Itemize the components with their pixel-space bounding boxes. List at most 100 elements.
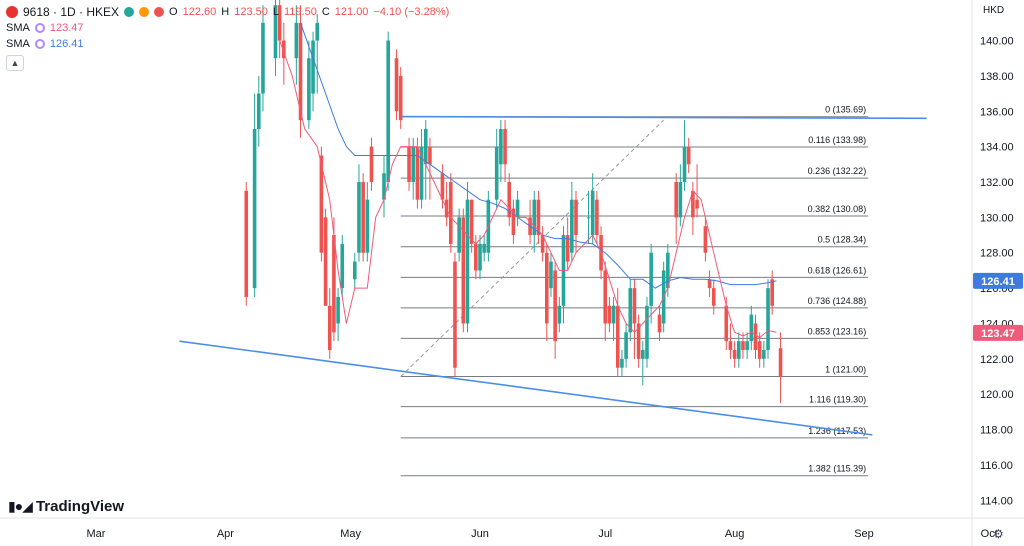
sma-slow-value: 126.41	[49, 38, 84, 50]
candle-body	[649, 252, 653, 306]
candle-body	[323, 217, 328, 306]
candle-body	[762, 350, 766, 359]
indicator-settings-icon[interactable]	[34, 39, 45, 49]
candle-body	[544, 252, 549, 324]
candle-body	[549, 261, 553, 289]
last-value-label: 126.41	[981, 276, 1015, 288]
price-tick-label: 138.00	[980, 71, 1014, 83]
candle-body	[252, 128, 257, 289]
time-tick-label: Sep	[854, 528, 874, 540]
candle-body	[461, 217, 466, 324]
candle-body	[611, 305, 616, 324]
fib-level-label: 0 (135.69)	[825, 105, 866, 115]
candle-body	[465, 199, 470, 324]
candle-body	[628, 288, 633, 333]
candle-body	[574, 199, 578, 236]
price-tick-label: 140.00	[980, 36, 1014, 48]
fib-level-label: 0.736 (124.88)	[808, 296, 867, 306]
sma-slow-line	[300, 22, 777, 289]
candle-body	[340, 243, 345, 289]
price-tick-label: 120.00	[980, 389, 1014, 401]
time-tick-label: Aug	[725, 528, 745, 540]
candle-body	[695, 199, 699, 209]
candle-body	[640, 350, 645, 359]
candle-body	[315, 22, 320, 41]
chevron-up-icon: ▲	[10, 58, 20, 68]
price-tick-label: 136.00	[980, 106, 1014, 118]
candle-body	[307, 58, 311, 121]
time-tick-label: Mar	[87, 528, 106, 540]
fib-level-label: 0.853 (123.16)	[808, 326, 867, 336]
price-axis: 114.00116.00118.00120.00122.00124.00126.…	[973, 36, 1023, 507]
candle-body	[411, 146, 416, 182]
candle-body	[736, 341, 741, 359]
candle-body	[327, 305, 332, 350]
candle-body	[615, 305, 620, 368]
candle-body	[369, 146, 374, 182]
candlestick-series	[244, 0, 783, 404]
candle-body	[469, 199, 474, 244]
candle-body	[482, 243, 486, 253]
candle-body	[636, 323, 641, 359]
candle-body	[282, 40, 286, 59]
indicator-settings-icon[interactable]	[34, 23, 45, 33]
candle-body	[778, 348, 783, 377]
candle-body	[311, 40, 315, 94]
candle-body	[624, 332, 628, 359]
candle-body	[595, 199, 599, 236]
candle-body	[357, 182, 361, 253]
brand-name: TradingView	[35, 498, 125, 515]
trendlines	[179, 115, 927, 436]
collapse-legend-button[interactable]: ▲	[6, 55, 24, 71]
candle-body	[277, 5, 282, 41]
delayed-data-icon	[139, 7, 150, 17]
fib-level-label: 1 (121.00)	[825, 365, 866, 375]
candle-body	[703, 226, 708, 253]
gear-icon[interactable]: ⚙	[993, 527, 1004, 541]
symbol-label[interactable]: 9618 · 1D · HKEX	[23, 5, 120, 19]
last-value-label: 123.47	[981, 328, 1015, 340]
currency-label: HKD	[983, 5, 1005, 16]
candle-body	[557, 305, 562, 324]
candle-body	[657, 314, 662, 333]
chart-legend: 9618 · 1D · HKEX O 122.60 H 123.50 L 119.50…	[6, 4, 449, 71]
candle-body	[332, 235, 336, 333]
last-value-badge	[973, 324, 1023, 341]
candle-body	[753, 323, 758, 350]
candle-body	[352, 261, 357, 280]
sma-lines	[279, 22, 777, 339]
trendline	[400, 115, 927, 120]
sma-slow-row[interactable]: SMA 126.41	[6, 36, 449, 52]
candle-body	[757, 341, 762, 359]
candle-body	[532, 199, 537, 236]
candle-body	[244, 190, 249, 297]
price-tick-label: 122.00	[980, 354, 1014, 366]
fib-level-label: 0.5 (128.34)	[818, 235, 867, 245]
symbol-logo-icon	[6, 6, 18, 18]
time-axis: Mar Apr May Jun Jul Aug Sep Oct	[87, 528, 998, 540]
candle-body	[749, 314, 754, 342]
symbol-row: 9618 · 1D · HKEX O 122.60 H 123.50 L 119.50…	[6, 4, 449, 20]
time-tick-label: Jun	[471, 528, 489, 540]
trendline	[179, 340, 873, 436]
candle-body	[423, 128, 428, 165]
candle-body	[590, 190, 595, 236]
candle-body	[536, 199, 541, 236]
candle-body	[448, 182, 453, 244]
candle-body	[440, 173, 445, 200]
candle-body	[741, 341, 745, 350]
candle-body	[728, 341, 733, 350]
sma-fast-row[interactable]: SMA 123.47	[6, 20, 449, 36]
candle-body	[361, 182, 365, 253]
candle-body	[770, 279, 774, 306]
candle-body	[724, 305, 729, 342]
candle-body	[691, 190, 695, 218]
candle-body	[745, 341, 749, 350]
candle-body	[298, 22, 303, 121]
tradingview-logo-icon: ▮●◢	[8, 498, 33, 514]
price-tick-label: 134.00	[980, 142, 1014, 154]
candle-body	[553, 270, 557, 342]
sma-slow-label: SMA	[6, 38, 30, 50]
